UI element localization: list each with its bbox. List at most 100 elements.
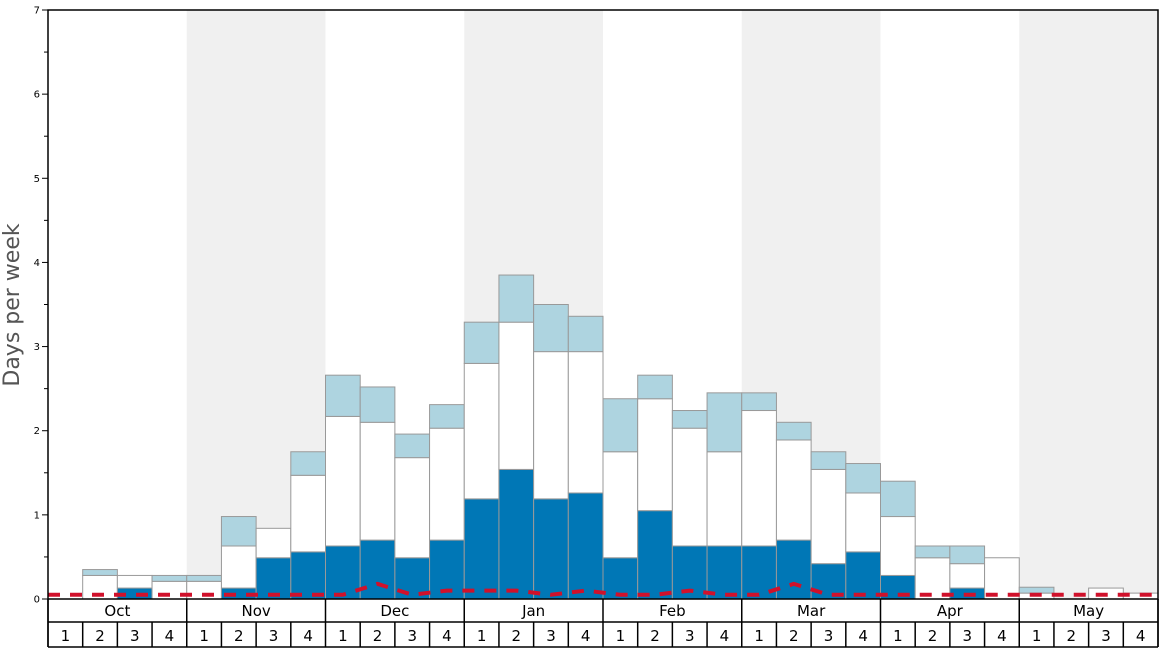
week-label: 2 xyxy=(789,627,799,645)
bar-segment-mid xyxy=(602,451,639,559)
y-tick-label: 2 xyxy=(34,426,40,437)
y-tick-label: 6 xyxy=(34,90,40,101)
bar-segment-mid xyxy=(116,574,153,589)
week-label: 2 xyxy=(650,627,660,645)
bar-segment-light xyxy=(880,480,916,518)
bar-segment-light xyxy=(706,392,743,453)
bar-segment-light xyxy=(671,410,708,429)
week-label: 3 xyxy=(546,627,556,645)
bar-segment-mid xyxy=(359,421,396,541)
bar-segment-light xyxy=(949,545,986,565)
trend-line-path xyxy=(48,581,1158,597)
x-axis: Oct 1 2 3 4 Nov 1 2 3 4 Dec 1 2 3 4 Jan 1 2 3 4 Feb 1 2 3 4 Mar 1 2… xyxy=(47,9,1159,648)
bar-segment-light xyxy=(151,574,188,582)
week-label: 3 xyxy=(962,627,972,645)
bar-segment-dark xyxy=(533,498,569,600)
week-label: 4 xyxy=(1136,627,1146,645)
bar-segment-mid xyxy=(914,557,951,600)
y-axis-label: Days per week xyxy=(0,223,25,386)
bar-segment-light xyxy=(741,392,777,412)
bar-segment-dark xyxy=(775,539,812,600)
week-label: 4 xyxy=(303,627,313,645)
week-label: 1 xyxy=(754,627,764,645)
month-label-jan: Jan xyxy=(521,602,545,620)
week-label: 2 xyxy=(928,627,938,645)
bar-segment-light xyxy=(602,398,639,453)
y-tick-label: 5 xyxy=(34,174,40,185)
y-tick-label: 4 xyxy=(34,258,40,269)
bar-segment-mid xyxy=(984,557,1020,600)
week-label: 3 xyxy=(1101,627,1111,645)
week-label: 1 xyxy=(477,627,487,645)
y-tick-label: 1 xyxy=(34,510,40,521)
bar-segment-light xyxy=(533,304,569,353)
bar-segment-light xyxy=(325,374,361,417)
bar-segment-light xyxy=(359,386,396,423)
bar-segment-mid xyxy=(880,516,916,576)
week-label: 2 xyxy=(373,627,383,645)
week-label: 4 xyxy=(581,627,591,645)
bar-segment-dark xyxy=(290,551,326,600)
bar-segment-mid xyxy=(429,427,465,541)
bar-segment-light xyxy=(186,574,222,582)
month-label-dec: Dec xyxy=(380,602,409,620)
plot-frame xyxy=(47,9,1159,600)
bar-segment-light xyxy=(290,451,326,476)
month-label-apr: Apr xyxy=(937,602,964,620)
bar-segment-mid xyxy=(637,398,673,512)
bar-segment-mid xyxy=(255,527,292,559)
week-label: 4 xyxy=(997,627,1007,645)
bar-segment-mid xyxy=(220,545,257,589)
bar-segment-light xyxy=(914,545,951,559)
bar-segment-mid xyxy=(290,474,326,553)
week-label: 3 xyxy=(130,627,140,645)
bar-segment-mid xyxy=(498,321,535,470)
bar-segment-mid xyxy=(775,439,812,541)
month-label-nov: Nov xyxy=(241,602,270,620)
y-axis: 0 1 2 3 4 5 6 7 xyxy=(34,6,48,606)
bar-segment-light xyxy=(394,433,431,459)
week-label: 2 xyxy=(95,627,105,645)
bar-segment-mid xyxy=(671,427,708,547)
trend-line xyxy=(48,581,1158,597)
bar-segment-dark xyxy=(706,545,743,600)
week-label: 1 xyxy=(61,627,71,645)
bar-segment-light xyxy=(567,315,604,353)
bar-segment-mid xyxy=(325,415,361,547)
bar-segment-light xyxy=(845,463,881,494)
bar-segment-dark xyxy=(498,468,535,600)
week-label: 3 xyxy=(407,627,417,645)
bar-segment-mid xyxy=(533,351,569,500)
bar-segment-light xyxy=(810,451,847,470)
bar-segment-dark xyxy=(359,539,396,600)
bar-segment-light xyxy=(1018,586,1055,594)
week-label: 1 xyxy=(893,627,903,645)
bar-segment-dark xyxy=(637,510,673,600)
week-label: 4 xyxy=(858,627,868,645)
week-label: 1 xyxy=(199,627,209,645)
week-label: 3 xyxy=(269,627,279,645)
month-label-oct: Oct xyxy=(104,602,130,620)
bar-segment-dark xyxy=(602,557,639,600)
bar-segment-mid xyxy=(706,451,743,547)
y-tick-label: 7 xyxy=(34,6,40,17)
bar-segment-mid xyxy=(845,492,881,553)
bar-segment-light xyxy=(220,516,257,547)
month-band-may xyxy=(1019,10,1158,599)
week-label: 4 xyxy=(165,627,175,645)
week-label: 4 xyxy=(720,627,730,645)
bar-segment-mid xyxy=(741,410,777,547)
week-label: 2 xyxy=(1067,627,1077,645)
bar-segment-mid xyxy=(810,468,847,565)
bar-segment-dark xyxy=(845,551,881,600)
y-tick-label: 3 xyxy=(34,342,40,353)
week-label: 2 xyxy=(512,627,522,645)
bar-segment-light xyxy=(463,321,500,364)
month-label-may: May xyxy=(1073,602,1104,620)
week-label: 1 xyxy=(1032,627,1042,645)
week-label: 1 xyxy=(616,627,626,645)
month-label-feb: Feb xyxy=(659,602,686,620)
bar-segment-light xyxy=(775,421,812,441)
week-label: 3 xyxy=(824,627,834,645)
